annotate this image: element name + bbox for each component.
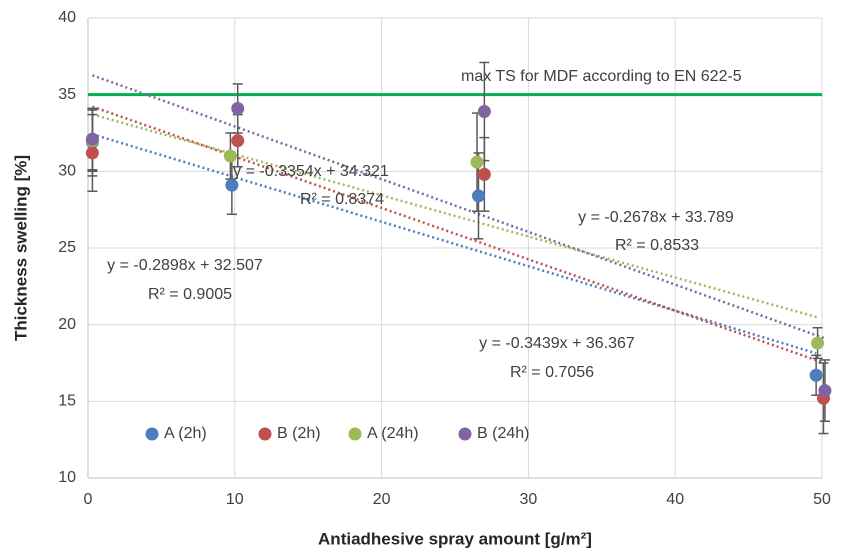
reference-label: max TS for MDF according to EN 622-5: [461, 68, 742, 85]
trendline: [91, 105, 824, 364]
legend-marker: [258, 427, 272, 441]
trendline-r2: R² = 0.8374: [300, 191, 384, 208]
point: [225, 178, 239, 192]
x-tick-label: 30: [520, 491, 538, 508]
x-tick-label: 0: [84, 491, 93, 508]
trendline-r2: R² = 0.9005: [148, 286, 232, 303]
point: [85, 146, 99, 160]
trendline-equation: y = -0.2678x + 33.789: [578, 209, 734, 226]
legend-label: A (24h): [367, 425, 419, 442]
y-tick-label: 35: [58, 86, 76, 103]
trendline-r2: R² = 0.8533: [615, 237, 699, 254]
point: [470, 155, 484, 169]
trendline-equation: y = -0.3439x + 36.367: [479, 335, 635, 352]
x-tick-label: 50: [813, 491, 831, 508]
point: [477, 105, 491, 119]
point: [811, 336, 825, 350]
point: [471, 189, 485, 203]
legend-marker: [458, 427, 472, 441]
trendline-equation: y = -0.2898x + 32.507: [107, 257, 263, 274]
trendline-equation: y = -0.3354x + 34.321: [233, 163, 389, 180]
point: [85, 132, 99, 146]
y-tick-label: 10: [58, 469, 76, 486]
point: [818, 384, 832, 398]
y-tick-label: 40: [58, 9, 76, 26]
y-tick-label: 20: [58, 316, 76, 333]
legend-marker: [348, 427, 362, 441]
point: [231, 101, 245, 115]
x-axis-title: Antiadhesive spray amount [g/m²]: [318, 529, 592, 548]
x-tick-label: 20: [373, 491, 391, 508]
y-tick-label: 15: [58, 393, 76, 410]
point: [223, 149, 237, 163]
legend-label: A (2h): [164, 425, 207, 442]
trendline: [92, 133, 817, 355]
point: [809, 368, 823, 382]
trendline-r2: R² = 0.7056: [510, 364, 594, 381]
legend-label: B (24h): [477, 425, 529, 442]
y-tick-label: 30: [58, 163, 76, 180]
point: [477, 167, 491, 181]
point: [231, 134, 245, 148]
x-tick-label: 10: [226, 491, 244, 508]
legend-label: B (2h): [277, 425, 321, 442]
legend-marker: [145, 427, 159, 441]
trendline: [92, 113, 818, 319]
y-axis-title: Thickness swelling [%]: [11, 155, 30, 341]
y-tick-label: 25: [58, 239, 76, 256]
x-tick-label: 40: [666, 491, 684, 508]
